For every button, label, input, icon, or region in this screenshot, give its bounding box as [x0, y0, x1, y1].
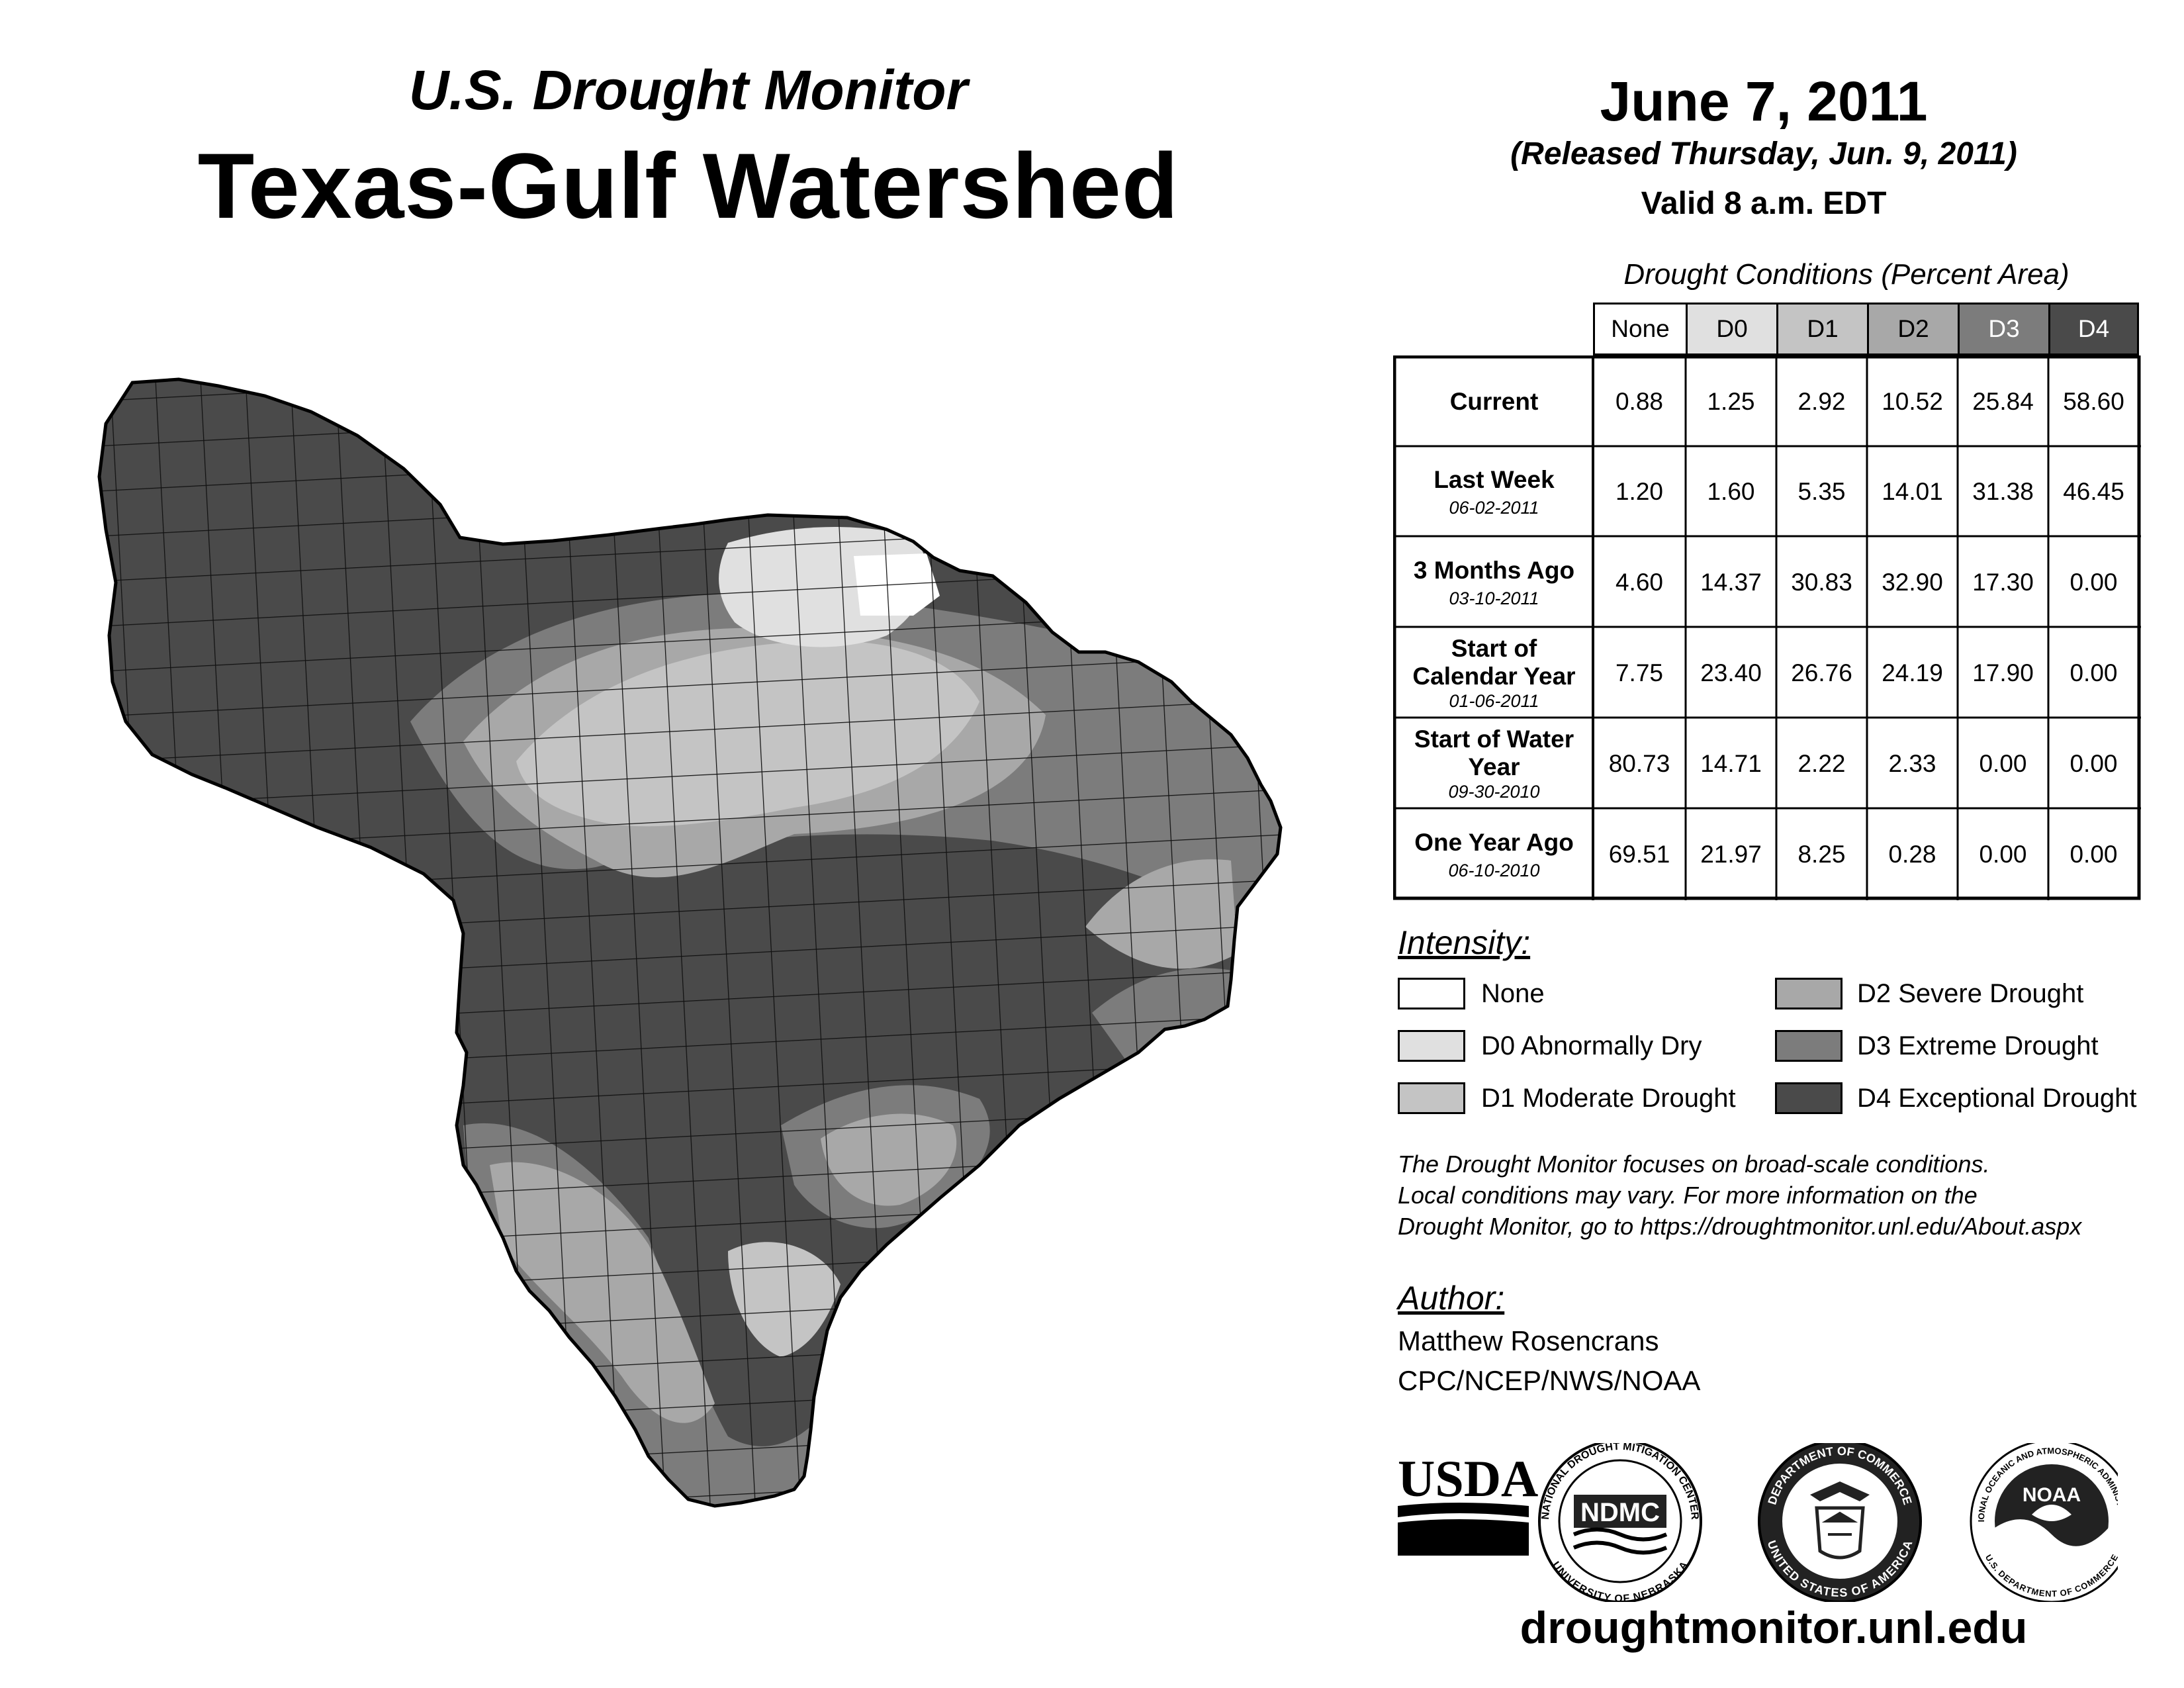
ndmc-logo: NATIONAL DROUGHT MITIGATION CENTER UNIVE… — [1538, 1443, 1702, 1602]
value-cell: 14.37 — [1700, 569, 1762, 596]
row-label-last-week: Last Week 06-02-2011 — [1433, 466, 1555, 518]
legend-label-d4: D4 Exceptional Drought — [1857, 1084, 2137, 1113]
doc-seal-logo: DEPARTMENT OF COMMERCE UNITED STATES OF … — [1758, 1443, 1922, 1602]
value-cell: 1.20 — [1615, 478, 1663, 505]
map-date: June 7, 2011 — [1600, 70, 1928, 132]
value-cell: 14.71 — [1700, 750, 1762, 777]
value-cell: 0.00 — [2070, 569, 2118, 596]
value-cell: 31.38 — [1972, 478, 2034, 505]
website-url[interactable]: droughtmonitor.unl.edu — [1520, 1603, 2028, 1653]
value-cell: 0.00 — [1979, 750, 2027, 777]
value-cell: 58.60 — [2063, 388, 2124, 415]
map-title: Texas-Gulf Watershed — [197, 134, 1179, 238]
col-header-d4: D4 — [2048, 303, 2139, 355]
legend-swatch-d2 — [1775, 978, 1843, 1009]
row-label-current: Current — [1449, 388, 1539, 416]
value-cell: 17.30 — [1972, 569, 2034, 596]
value-cell: 46.45 — [2063, 478, 2124, 505]
value-cell: 69.51 — [1608, 841, 1670, 868]
value-cell: 1.60 — [1707, 478, 1755, 505]
col-header-d0: D0 — [1686, 303, 1776, 355]
svg-text:NOAA: NOAA — [2023, 1484, 2081, 1506]
value-cell: 0.88 — [1615, 388, 1663, 415]
value-cell: 30.83 — [1791, 569, 1852, 596]
value-cell: 2.33 — [1888, 750, 1936, 777]
author-title: Author: — [1398, 1280, 1505, 1317]
value-cell: 1.25 — [1707, 388, 1755, 415]
legend-label-d0: D0 Abnormally Dry — [1481, 1031, 1702, 1060]
value-cell: 0.00 — [1979, 841, 2027, 868]
row-label-3-months-ago: 3 Months Ago 03-10-2011 — [1413, 557, 1575, 608]
value-cell: 17.90 — [1972, 659, 2034, 686]
logos: USDA NATIONAL DROUGHT MITIGATION CENTER … — [1398, 1443, 2118, 1602]
svg-text:NDMC: NDMC — [1580, 1498, 1660, 1527]
valid-time: Valid 8 a.m. EDT — [1641, 186, 1887, 221]
legend-label-d3: D3 Extreme Drought — [1857, 1031, 2099, 1060]
value-cell: 0.00 — [2070, 659, 2118, 686]
col-header-none: None — [1593, 303, 1686, 355]
map-subtitle: U.S. Drought Monitor — [408, 59, 968, 121]
col-header-d3: D3 — [1958, 303, 2048, 355]
legend-label-none: None — [1481, 979, 1545, 1008]
value-cell: 4.60 — [1615, 569, 1663, 596]
row-label-start-calendar-year: Start of Calendar Year 01-06-2011 — [1412, 635, 1576, 712]
legend-swatch-d1 — [1398, 1082, 1465, 1114]
usda-logo: USDA — [1398, 1450, 1538, 1556]
row-label-start-water-year: Start of Water Year 09-30-2010 — [1414, 726, 1574, 802]
author-name: Matthew Rosencrans — [1398, 1325, 1659, 1356]
value-cell: 26.76 — [1791, 659, 1852, 686]
value-cell: 80.73 — [1608, 750, 1670, 777]
value-cell: 24.19 — [1882, 659, 1943, 686]
value-cell: 23.40 — [1700, 659, 1762, 686]
noaa-logo: NATIONAL OCEANIC AND ATMOSPHERIC ADMINIS… — [1970, 1443, 2118, 1602]
value-cell: 5.35 — [1797, 478, 1846, 505]
value-cell: 2.92 — [1797, 388, 1846, 415]
drought-table: None D0 D1 D2 D3 D4 Current 0.88 1.25 2.… — [1393, 303, 2141, 900]
legend-swatch-d4 — [1775, 1082, 1843, 1114]
author-org: CPC/NCEP/NWS/NOAA — [1398, 1365, 1701, 1396]
row-label-one-year-ago: One Year Ago 06-10-2010 — [1414, 829, 1574, 880]
table-caption: Drought Conditions (Percent Area) — [1623, 258, 2070, 291]
watershed-map — [0, 0, 1324, 1688]
legend-swatch-d0 — [1398, 1030, 1465, 1062]
value-cell: 32.90 — [1882, 569, 1943, 596]
value-cell: 0.28 — [1888, 841, 1936, 868]
legend-label-d1: D1 Moderate Drought — [1481, 1084, 1736, 1113]
legend-label-d2: D2 Severe Drought — [1857, 979, 2084, 1008]
legend-swatch-none — [1398, 978, 1465, 1009]
value-cell: 7.75 — [1615, 659, 1663, 686]
value-cell: 25.84 — [1972, 388, 2034, 415]
release-date: (Released Thursday, Jun. 9, 2011) — [1510, 136, 2017, 171]
legend-swatch-d3 — [1775, 1030, 1843, 1062]
col-header-d2: D2 — [1867, 303, 1958, 355]
value-cell: 10.52 — [1882, 388, 1943, 415]
value-cell: 8.25 — [1797, 841, 1846, 868]
disclaimer-note: The Drought Monitor focuses on broad-sca… — [1398, 1150, 2082, 1240]
svg-text:USDA: USDA — [1398, 1450, 1538, 1507]
col-header-d1: D1 — [1776, 303, 1867, 355]
value-cell: 21.97 — [1700, 841, 1762, 868]
value-cell: 0.00 — [2070, 841, 2118, 868]
legend-title: Intensity: — [1398, 924, 1531, 961]
value-cell: 0.00 — [2070, 750, 2118, 777]
value-cell: 2.22 — [1797, 750, 1846, 777]
table-grid — [1393, 355, 2141, 900]
value-cell: 14.01 — [1882, 478, 1943, 505]
